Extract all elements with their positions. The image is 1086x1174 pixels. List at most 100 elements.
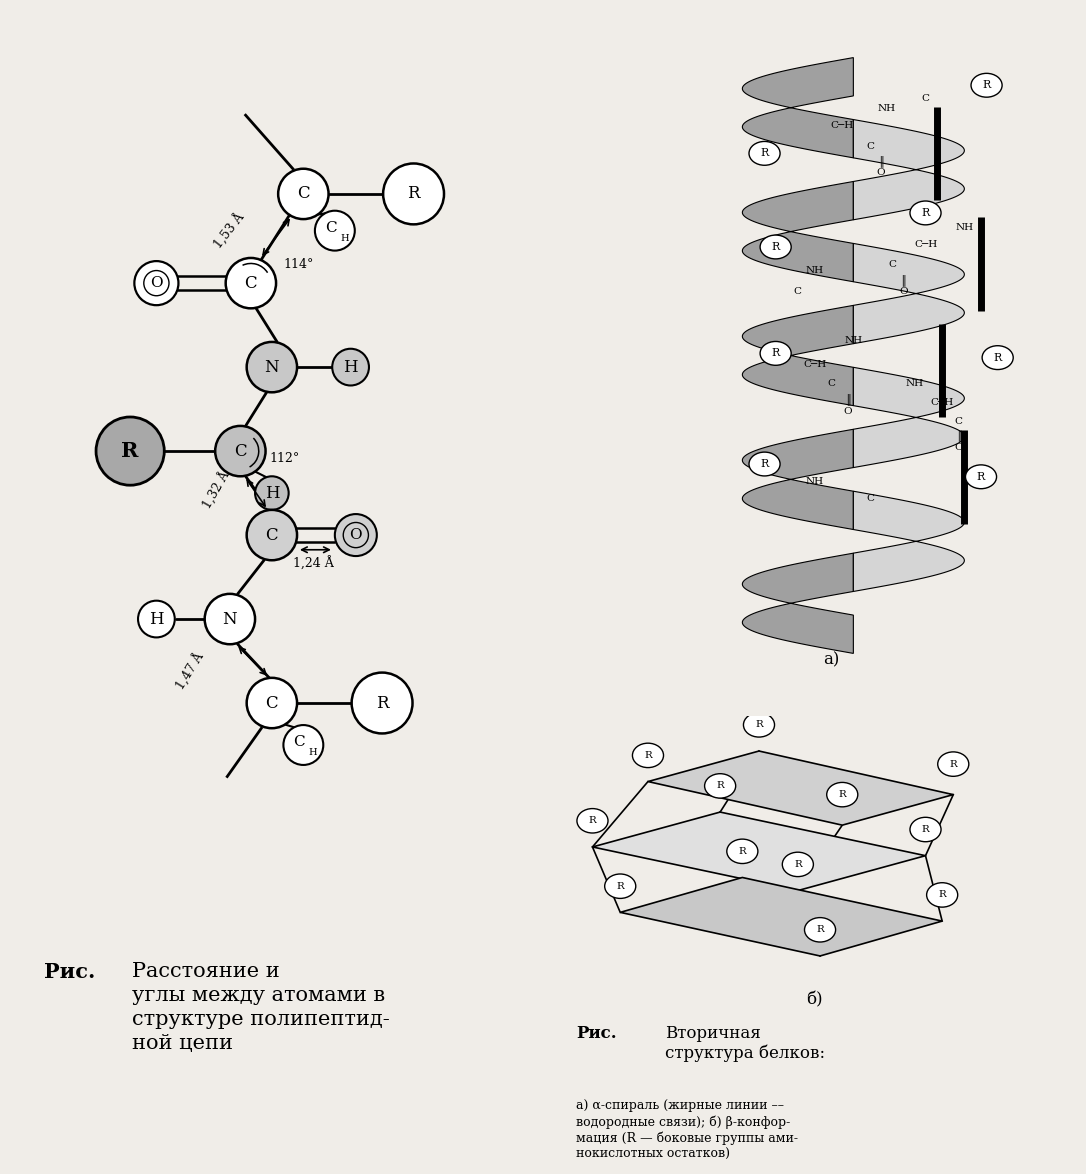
Text: H: H [308, 748, 317, 757]
Polygon shape [743, 430, 854, 529]
Circle shape [226, 258, 276, 309]
Text: R: R [771, 349, 780, 358]
Text: C: C [794, 288, 801, 296]
Circle shape [727, 839, 758, 864]
Text: NH: NH [806, 265, 823, 275]
Circle shape [749, 452, 780, 475]
Text: C: C [955, 417, 963, 426]
Circle shape [705, 774, 735, 798]
Circle shape [332, 349, 369, 385]
Circle shape [352, 673, 413, 734]
Text: R: R [376, 695, 389, 711]
Text: C: C [298, 185, 310, 202]
Circle shape [204, 594, 255, 645]
Text: H: H [343, 358, 358, 376]
Text: C─H: C─H [914, 241, 937, 249]
Text: C: C [866, 142, 874, 151]
Text: а): а) [823, 652, 839, 668]
Text: R: R [938, 890, 946, 899]
Polygon shape [854, 367, 964, 467]
Circle shape [926, 883, 958, 908]
Circle shape [334, 514, 377, 556]
Text: C: C [235, 443, 247, 459]
Circle shape [605, 873, 635, 898]
Polygon shape [743, 553, 854, 654]
Circle shape [749, 141, 780, 166]
Circle shape [760, 235, 792, 259]
Text: R: R [122, 441, 139, 461]
Circle shape [143, 270, 169, 296]
Text: C: C [828, 379, 835, 387]
Text: Рис.: Рис. [43, 962, 96, 981]
Circle shape [910, 201, 942, 225]
Polygon shape [743, 182, 854, 282]
Text: R: R [738, 846, 746, 856]
Text: C: C [244, 275, 257, 291]
Text: C: C [293, 735, 305, 749]
Text: N: N [265, 358, 279, 376]
Text: C: C [266, 527, 278, 544]
Circle shape [255, 477, 289, 510]
Text: R: R [755, 721, 762, 729]
Text: R: R [407, 185, 420, 202]
Circle shape [96, 417, 164, 485]
Text: R: R [977, 472, 985, 481]
Text: R: R [644, 751, 652, 760]
Text: C: C [266, 695, 278, 711]
Text: R: R [717, 782, 724, 790]
Circle shape [982, 345, 1013, 370]
Text: C─H: C─H [931, 398, 954, 407]
Text: ║
O: ║ O [844, 393, 853, 416]
Text: ║
O: ║ O [955, 430, 963, 452]
Text: 112°: 112° [269, 452, 300, 465]
Text: R: R [983, 80, 990, 90]
Text: Расстояние и
углы между атомами в
структуре полипептид-
ной цепи: Расстояние и углы между атомами в структ… [132, 962, 390, 1053]
Circle shape [910, 817, 942, 842]
Polygon shape [854, 491, 964, 592]
Circle shape [965, 465, 997, 488]
Circle shape [247, 510, 298, 560]
Circle shape [247, 342, 298, 392]
Circle shape [826, 782, 858, 807]
Text: R: R [921, 208, 930, 218]
Circle shape [744, 713, 774, 737]
Text: 1,24 Å: 1,24 Å [293, 556, 334, 571]
Text: N: N [223, 610, 237, 628]
Circle shape [632, 743, 664, 768]
Text: NH: NH [956, 223, 973, 232]
Text: C: C [325, 221, 337, 235]
Text: C: C [866, 493, 874, 502]
Text: R: R [617, 882, 624, 891]
Circle shape [278, 169, 329, 220]
Text: NH: NH [844, 336, 862, 345]
Circle shape [760, 342, 792, 365]
Text: H: H [340, 234, 349, 243]
Polygon shape [743, 58, 854, 157]
Polygon shape [743, 305, 854, 406]
Polygon shape [620, 877, 943, 956]
Text: R: R [922, 825, 930, 834]
Text: R: R [760, 459, 769, 470]
Text: C─H: C─H [803, 359, 826, 369]
Circle shape [805, 918, 835, 942]
Text: ║
O: ║ O [876, 155, 885, 177]
Text: R: R [949, 760, 957, 769]
Text: NH: NH [877, 104, 896, 113]
Text: 1,53 Å: 1,53 Å [212, 210, 248, 251]
Circle shape [343, 522, 368, 547]
Text: NH: NH [806, 477, 823, 486]
Circle shape [215, 426, 266, 477]
Circle shape [577, 809, 608, 834]
Text: R: R [760, 148, 769, 158]
Text: H: H [149, 610, 164, 628]
Text: R: R [994, 352, 1001, 363]
Text: O: O [350, 528, 362, 542]
Circle shape [937, 751, 969, 776]
Circle shape [247, 677, 298, 728]
Text: C: C [922, 94, 930, 102]
Circle shape [138, 601, 175, 637]
Polygon shape [593, 812, 925, 891]
Text: R: R [838, 790, 846, 799]
Text: R: R [817, 925, 824, 935]
Text: NH: NH [906, 379, 923, 387]
